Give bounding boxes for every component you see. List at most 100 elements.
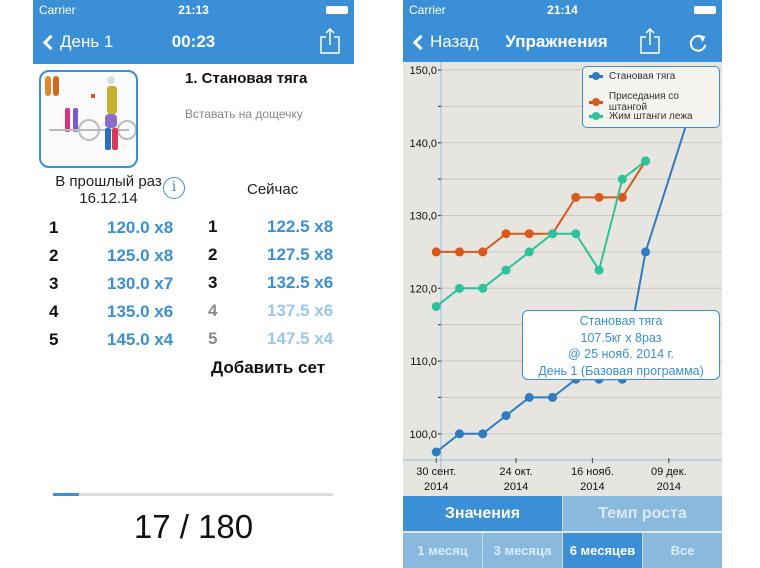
progress-bar — [53, 493, 333, 496]
set-number: 3 — [208, 273, 218, 292]
tab-values[interactable]: Значения — [403, 496, 562, 531]
x-tick-label: 2014 — [504, 481, 528, 493]
data-point — [454, 247, 464, 257]
tab-3-months[interactable]: 3 месяца — [482, 533, 562, 568]
previous-set-value: 120.0 x8 — [107, 218, 174, 237]
previous-date: 16.12.14 — [79, 190, 138, 207]
back-label: Назад — [430, 32, 479, 51]
y-tick-label: 100,0 — [409, 429, 437, 441]
status-time: 21:13 — [178, 3, 209, 17]
current-set-value[interactable]: 122.5 x8 — [267, 217, 334, 236]
data-point — [594, 265, 604, 275]
carrier-label: Carrier — [39, 3, 76, 17]
workout-screen: Carrier 21:13 День 1 00:23 1. Становая т… — [33, 0, 354, 568]
refresh-icon[interactable] — [688, 30, 708, 56]
back-label: День 1 — [60, 32, 114, 51]
y-tick-label: 150,0 — [409, 65, 437, 77]
x-tick-label: 16 нояб. — [571, 466, 614, 478]
tooltip-line: Становая тяга — [579, 314, 663, 328]
current-set-value[interactable]: 147.5 x4 — [267, 329, 334, 348]
x-tick-label: 30 сент. — [416, 466, 456, 478]
data-point — [431, 447, 441, 457]
tooltip-line: @ 25 нояб. 2014 г. — [567, 347, 675, 361]
data-point — [548, 392, 558, 402]
previous-set-value: 145.0 x4 — [107, 330, 174, 349]
back-button[interactable]: День 1 — [41, 32, 113, 52]
status-time: 21:14 — [547, 3, 578, 17]
data-point — [501, 265, 511, 275]
legend-item: Становая тяга — [589, 71, 675, 82]
exercise-title: 1. Становая тяга — [185, 70, 308, 87]
current-set-value[interactable]: 132.5 x6 — [267, 273, 334, 292]
set-number: 3 — [49, 274, 59, 293]
set-number: 5 — [208, 329, 218, 348]
tab-all[interactable]: Все — [642, 533, 722, 568]
nav-bar: День 1 00:23 — [33, 20, 354, 64]
share-icon[interactable] — [640, 28, 660, 54]
data-point — [641, 156, 651, 166]
series-line — [435, 106, 694, 453]
data-point — [617, 192, 627, 202]
legend-item: Жим штанги лежа — [589, 111, 693, 122]
data-point — [571, 192, 581, 202]
previous-set-value: 125.0 x8 — [107, 246, 174, 265]
data-point — [524, 247, 534, 257]
data-point — [594, 192, 604, 202]
line-chart[interactable]: 100,0 110,0 120,0 130,0 140,0 150,0 30 сент. 20… — [403, 62, 722, 494]
y-tick-label: 120,0 — [409, 283, 437, 295]
set-number: 1 — [208, 217, 218, 236]
set-number: 4 — [49, 302, 59, 321]
data-point — [548, 229, 558, 239]
tab-growth-rate[interactable]: Темп роста — [562, 496, 722, 531]
data-point — [501, 411, 511, 421]
legend-label: Жим штанги лежа — [609, 111, 693, 122]
data-point — [431, 247, 441, 257]
tooltip-line: День 1 (Базовая программа) — [538, 363, 704, 378]
battery-icon — [694, 6, 716, 14]
current-label: Сейчас — [247, 181, 299, 198]
set-number: 5 — [49, 330, 59, 349]
data-point — [478, 247, 488, 257]
data-point — [478, 429, 488, 439]
data-point — [454, 283, 464, 293]
chevron-left-icon — [412, 34, 429, 50]
set-number: 4 — [208, 301, 218, 320]
progress-counter: 17 / 180 — [133, 508, 254, 545]
exercise-note: Вставать на дощечку — [185, 107, 303, 121]
info-icon[interactable]: i — [163, 177, 185, 199]
data-point — [524, 392, 534, 402]
data-point — [501, 229, 511, 239]
battery-icon — [326, 6, 348, 14]
set-number: 2 — [49, 246, 59, 265]
tab-1-month[interactable]: 1 месяц — [403, 533, 482, 568]
data-point — [571, 229, 581, 239]
exercise-image[interactable] — [39, 70, 138, 168]
previous-label: В прошлый раз — [55, 173, 162, 190]
chart-screen: Carrier 21:14 Назад Упражнения 100,0 110,… — [403, 0, 722, 568]
back-button[interactable]: Назад — [411, 32, 479, 52]
mode-segmented-control: Значения Темп роста — [403, 496, 722, 531]
progress-fill — [53, 493, 80, 496]
x-tick-label: 2014 — [424, 481, 448, 493]
muscle-diagram — [45, 76, 136, 150]
x-tick-label: 2014 — [657, 481, 681, 493]
y-tick-label: 110,0 — [410, 356, 437, 368]
y-tick-label: 130,0 — [409, 211, 437, 223]
current-set-value[interactable]: 137.5 x6 — [267, 301, 334, 320]
legend-item: Приседания со штангой — [589, 91, 719, 113]
current-set-value[interactable]: 127.5 x8 — [267, 245, 334, 264]
data-point — [431, 301, 441, 311]
legend-label: Приседания со штангой — [608, 91, 679, 113]
series-line — [435, 160, 647, 308]
legend-marker — [589, 112, 603, 120]
range-segmented-control: 1 месяц 3 месяца 6 месяцев Все — [403, 533, 722, 568]
y-tick-label: 140,0 — [409, 138, 437, 150]
share-icon[interactable] — [320, 28, 340, 54]
tab-6-months[interactable]: 6 месяцев — [562, 533, 642, 568]
set-number: 2 — [208, 245, 218, 264]
previous-set-value: 130.0 x7 — [107, 274, 174, 293]
legend-marker — [589, 97, 603, 106]
data-tooltip: Становая тяга 107.5кг x 8раз @ 25 нояб. … — [522, 310, 720, 380]
data-point — [478, 283, 488, 293]
add-set-button[interactable]: Добавить сет — [211, 358, 326, 377]
